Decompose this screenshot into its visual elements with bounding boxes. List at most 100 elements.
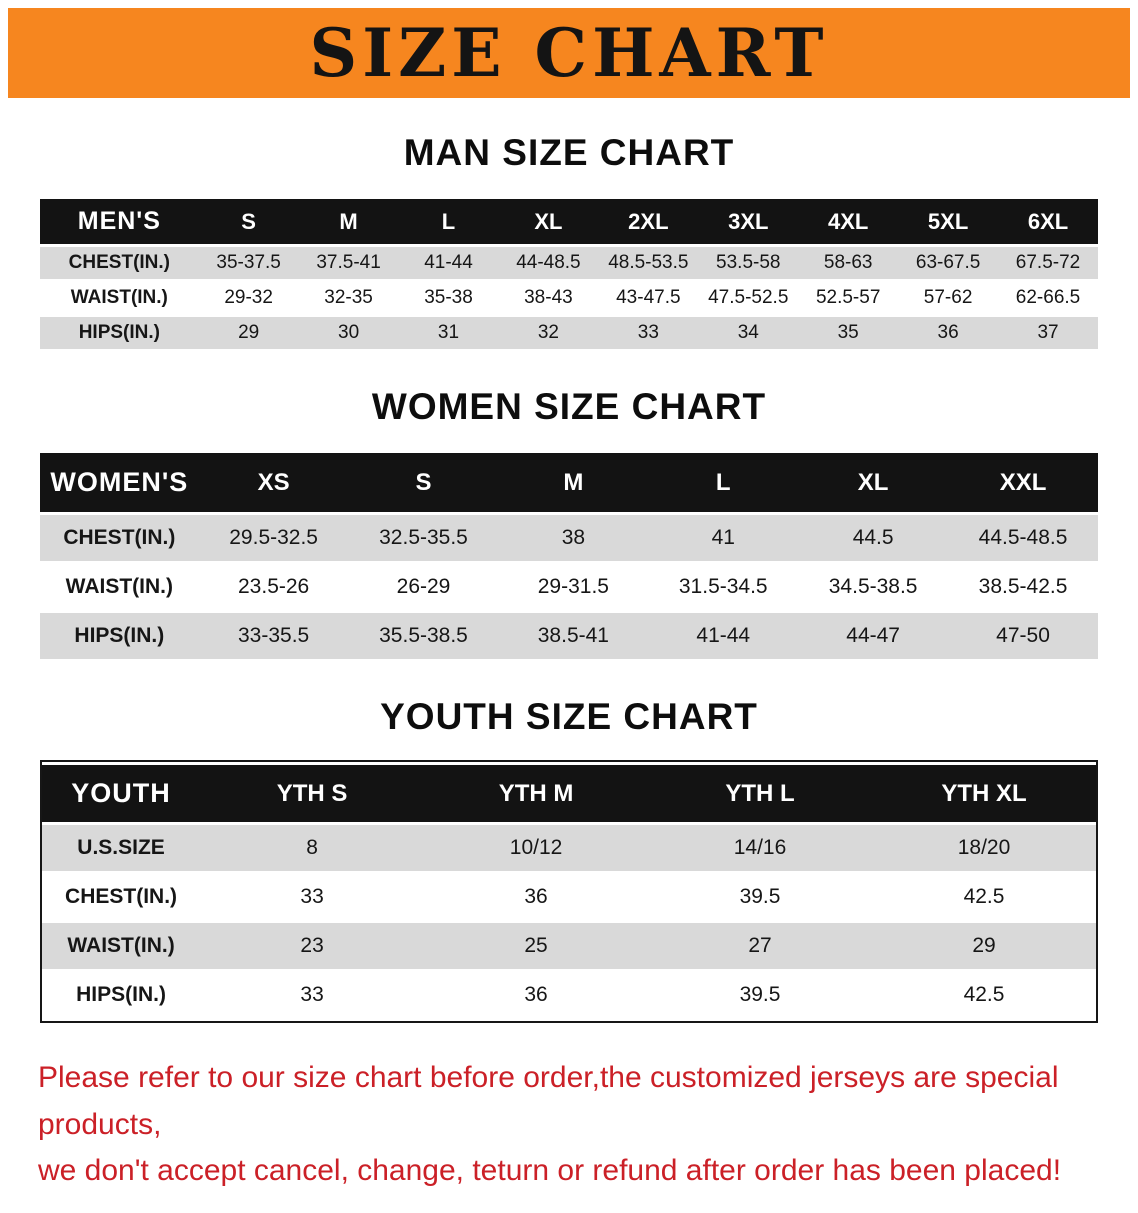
- value-cell: 48.5-53.5: [598, 247, 699, 279]
- size-header-cell: L: [648, 453, 799, 512]
- size-header-cell: 3XL: [698, 199, 799, 244]
- size-header-cell: XL: [498, 199, 599, 244]
- value-cell: 34: [698, 317, 799, 349]
- value-cell: 32: [498, 317, 599, 349]
- size-header-cell: L: [398, 199, 499, 244]
- table-title-cell: MEN'S: [40, 199, 199, 244]
- value-cell: 23: [200, 923, 425, 969]
- youth-section-heading: YOUTH SIZE CHART: [380, 696, 758, 737]
- value-cell: 58-63: [798, 247, 899, 279]
- table-row: HIPS(IN.) 33 36 39.5 42.5: [42, 972, 1096, 1018]
- row-label-cell: HIPS(IN.): [40, 317, 199, 349]
- value-cell: 63-67.5: [898, 247, 999, 279]
- table-row: CHEST(IN.) 29.5-32.5 32.5-35.5 38 41 44.5 44.5…: [40, 515, 1098, 561]
- value-cell: 37: [998, 317, 1098, 349]
- value-cell: 35-37.5: [198, 247, 299, 279]
- value-cell: 30: [298, 317, 399, 349]
- value-cell: 42.5: [872, 874, 1096, 920]
- value-cell: 26-29: [348, 564, 499, 610]
- size-header-cell: M: [298, 199, 399, 244]
- value-cell: 33: [200, 874, 425, 920]
- size-header-cell: 4XL: [798, 199, 899, 244]
- table-row: WAIST(IN.) 29-32 32-35 35-38 38-43 43-47.5 47.…: [40, 282, 1098, 314]
- table-header-row: MEN'S S M L XL 2XL 3XL 4XL 5XL 6XL: [40, 199, 1098, 244]
- size-header-cell: 2XL: [598, 199, 699, 244]
- value-cell: 31.5-34.5: [648, 564, 799, 610]
- row-label-cell: CHEST(IN.): [42, 874, 201, 920]
- value-cell: 25: [424, 923, 649, 969]
- value-cell: 35: [798, 317, 899, 349]
- youth-size-table: YOUTH YTH S YTH M YTH L YTH XL U.S.SIZE 8 10/12…: [40, 760, 1098, 1023]
- size-header-cell: 5XL: [898, 199, 999, 244]
- men-size-table: MEN'S S M L XL 2XL 3XL 4XL 5XL 6XL CHEST(IN.) 35-37…: [40, 196, 1098, 352]
- table-header-row: WOMEN'S XS S M L XL XXL: [40, 453, 1098, 512]
- value-cell: 29.5-32.5: [198, 515, 349, 561]
- value-cell: 8: [200, 825, 425, 871]
- value-cell: 41-44: [648, 613, 799, 659]
- table-header-row: YOUTH YTH S YTH M YTH L YTH XL: [42, 765, 1096, 822]
- value-cell: 29: [872, 923, 1096, 969]
- value-cell: 14/16: [648, 825, 872, 871]
- value-cell: 67.5-72: [998, 247, 1098, 279]
- size-header-cell: S: [348, 453, 499, 512]
- section-men: MAN SIZE CHART MEN'S S M L XL 2XL 3XL 4XL 5XL 6XL…: [8, 132, 1130, 352]
- disclaimer-line-2: we don't accept cancel, change, teturn o…: [38, 1154, 1062, 1187]
- size-header-cell: YTH S: [200, 765, 425, 822]
- table-row: CHEST(IN.) 35-37.5 37.5-41 41-44 44-48.5 48.5…: [40, 247, 1098, 279]
- value-cell: 47-50: [948, 613, 1098, 659]
- value-cell: 47.5-52.5: [698, 282, 799, 314]
- value-cell: 39.5: [648, 972, 872, 1018]
- value-cell: 23.5-26: [198, 564, 349, 610]
- value-cell: 32.5-35.5: [348, 515, 499, 561]
- banner: SIZE CHART: [8, 8, 1130, 98]
- row-label-cell: HIPS(IN.): [40, 613, 199, 659]
- table-title-cell: YOUTH: [42, 765, 201, 822]
- size-header-cell: XS: [198, 453, 349, 512]
- table-row: HIPS(IN.) 33-35.5 35.5-38.5 38.5-41 41-44 44-…: [40, 613, 1098, 659]
- value-cell: 44.5-48.5: [948, 515, 1098, 561]
- value-cell: 41: [648, 515, 799, 561]
- value-cell: 44.5: [798, 515, 949, 561]
- row-label-cell: HIPS(IN.): [42, 972, 201, 1018]
- row-label-cell: CHEST(IN.): [40, 247, 199, 279]
- value-cell: 18/20: [872, 825, 1096, 871]
- value-cell: 29-31.5: [498, 564, 649, 610]
- size-header-cell: S: [198, 199, 299, 244]
- table-title-cell: WOMEN'S: [40, 453, 199, 512]
- table-row: WAIST(IN.) 23.5-26 26-29 29-31.5 31.5-34.5 34…: [40, 564, 1098, 610]
- value-cell: 33-35.5: [198, 613, 349, 659]
- row-label-cell: WAIST(IN.): [40, 282, 199, 314]
- value-cell: 34.5-38.5: [798, 564, 949, 610]
- size-header-cell: YTH L: [648, 765, 872, 822]
- value-cell: 36: [424, 874, 649, 920]
- value-cell: 32-35: [298, 282, 399, 314]
- value-cell: 44-47: [798, 613, 949, 659]
- value-cell: 39.5: [648, 874, 872, 920]
- value-cell: 33: [200, 972, 425, 1018]
- value-cell: 42.5: [872, 972, 1096, 1018]
- table-row: WAIST(IN.) 23 25 27 29: [42, 923, 1096, 969]
- value-cell: 53.5-58: [698, 247, 799, 279]
- row-label-cell: CHEST(IN.): [40, 515, 199, 561]
- row-label-cell: WAIST(IN.): [40, 564, 199, 610]
- section-women: WOMEN SIZE CHART WOMEN'S XS S M L XL XXL CHEST(…: [8, 386, 1130, 662]
- size-header-cell: YTH M: [424, 765, 649, 822]
- value-cell: 36: [424, 972, 649, 1018]
- table-row: HIPS(IN.) 29 30 31 32 33 34 35 36 37: [40, 317, 1098, 349]
- value-cell: 38.5-42.5: [948, 564, 1098, 610]
- value-cell: 35.5-38.5: [348, 613, 499, 659]
- size-header-cell: XXL: [948, 453, 1098, 512]
- size-header-cell: M: [498, 453, 649, 512]
- men-section-heading: MAN SIZE CHART: [403, 132, 735, 173]
- table-row: U.S.SIZE 8 10/12 14/16 18/20: [42, 825, 1096, 871]
- value-cell: 33: [598, 317, 699, 349]
- disclaimer-line-1: Please refer to our size chart before or…: [38, 1061, 1059, 1141]
- size-header-cell: YTH XL: [872, 765, 1096, 822]
- value-cell: 38-43: [498, 282, 599, 314]
- size-header-cell: XL: [798, 453, 949, 512]
- section-youth: YOUTH SIZE CHART YOUTH YTH S YTH M YTH L YTH…: [8, 696, 1130, 1023]
- table-row: CHEST(IN.) 33 36 39.5 42.5: [42, 874, 1096, 920]
- row-label-cell: WAIST(IN.): [42, 923, 201, 969]
- row-label-cell: U.S.SIZE: [42, 825, 201, 871]
